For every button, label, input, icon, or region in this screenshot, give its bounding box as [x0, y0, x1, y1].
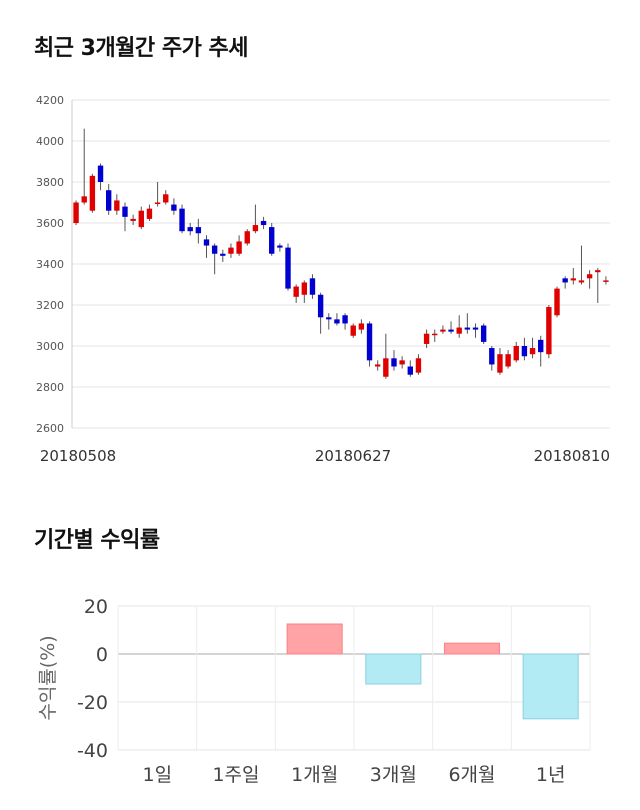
- price-y-tick-label: 3200: [36, 299, 64, 312]
- return-x-tick-label: 1년: [536, 764, 566, 786]
- candle-body: [538, 339, 544, 353]
- candle-body: [399, 360, 405, 365]
- candle-body: [374, 364, 381, 367]
- candle-body: [578, 280, 585, 283]
- return-x-tick-label: 1개월: [291, 764, 338, 786]
- candle-body: [383, 358, 389, 377]
- candle-body: [195, 227, 202, 234]
- candle-body: [293, 286, 299, 297]
- candle-body: [269, 227, 275, 254]
- return-y-tick-label: 20: [84, 596, 108, 618]
- price-y-tick-label: 3800: [36, 176, 64, 189]
- candle-body: [586, 274, 593, 279]
- price-y-tick-label: 2600: [36, 422, 64, 435]
- candle-body: [603, 280, 609, 282]
- candle-body: [73, 202, 79, 223]
- return-bar: [522, 653, 579, 720]
- candle-body: [220, 253, 226, 256]
- candle-body: [456, 327, 462, 334]
- candle-body: [277, 245, 283, 248]
- return-bar: [286, 623, 343, 655]
- candle-body: [472, 327, 479, 330]
- candle-body: [595, 270, 601, 273]
- return-y-tick-label: 0: [96, 644, 108, 666]
- return-x-tick-label: 1일: [143, 764, 173, 786]
- candle-body: [358, 323, 365, 330]
- candle-body: [562, 278, 568, 283]
- candle-body: [89, 175, 96, 211]
- candle-body: [521, 346, 528, 357]
- candle-body: [146, 208, 153, 219]
- candle-body: [497, 354, 503, 373]
- return-y-tick-label: -20: [77, 692, 108, 714]
- candle-body: [187, 227, 193, 232]
- candle-body: [244, 231, 250, 244]
- price-y-tick-label: 4000: [36, 135, 64, 148]
- candle-body: [105, 190, 112, 211]
- candle-body: [554, 288, 560, 316]
- return-bar: [443, 642, 501, 655]
- candle-body: [423, 333, 430, 344]
- candle-body: [203, 239, 210, 246]
- candle-body: [211, 245, 218, 254]
- candle-body: [97, 165, 104, 182]
- return-x-tick-label: 1주일: [212, 764, 259, 786]
- candle-body: [448, 329, 454, 332]
- candle-body: [366, 323, 373, 361]
- candle-body: [350, 325, 356, 336]
- price-x-tick-label: 20180810: [534, 447, 610, 465]
- return-y-axis-label: 수익률(%): [37, 635, 59, 720]
- candle-body: [342, 315, 348, 324]
- return-x-tick-label: 6개월: [448, 764, 495, 786]
- candle-body: [122, 206, 128, 217]
- return-chart-title: 기간별 수익률: [34, 528, 160, 553]
- candle-body: [130, 218, 136, 221]
- candle-body: [513, 346, 519, 361]
- candle-body: [391, 358, 397, 367]
- candle-body: [81, 196, 87, 203]
- candle-body: [546, 307, 552, 355]
- candle-body: [505, 354, 511, 367]
- price-y-tick-label: 3400: [36, 258, 64, 271]
- candle-body: [440, 329, 446, 332]
- candle-body: [529, 348, 536, 355]
- candle-body: [407, 366, 413, 375]
- candle-body: [252, 225, 259, 232]
- candle-body: [154, 202, 161, 204]
- candle-body: [326, 317, 332, 320]
- candle-body: [317, 294, 324, 318]
- candle-body: [432, 333, 438, 336]
- candle-body: [301, 282, 308, 295]
- candle-body: [570, 278, 577, 281]
- candle-body: [480, 325, 487, 342]
- candle-body: [260, 220, 267, 226]
- price-y-tick-label: 4200: [36, 94, 64, 107]
- return-x-tick-label: 3개월: [370, 764, 417, 786]
- price-y-tick-label: 3000: [36, 340, 64, 353]
- candle-body: [114, 200, 120, 211]
- price-x-tick-label: 20180627: [315, 447, 391, 465]
- candle-body: [334, 319, 340, 324]
- return-y-tick-label: -40: [77, 740, 108, 762]
- candle-body: [309, 278, 316, 295]
- price-x-tick-label: 20180508: [40, 447, 116, 465]
- price-chart-title: 최근 3개월간 주가 추세: [34, 36, 248, 61]
- candle-body: [228, 247, 234, 254]
- candle-body: [236, 241, 242, 254]
- candle-body: [179, 208, 185, 232]
- candle-body: [171, 204, 177, 211]
- candle-body: [138, 210, 144, 228]
- price-candlestick-chart: 2600 2800 3000 3200 3400 3600 3800 4000 4200 2018…: [36, 94, 610, 465]
- price-y-tick-label: 3600: [36, 217, 64, 230]
- candle-body: [415, 358, 422, 373]
- candle-body: [285, 247, 291, 289]
- candle-body: [163, 194, 169, 203]
- candle-body: [489, 348, 495, 365]
- candle-body: [464, 327, 471, 330]
- return-bar: [365, 653, 422, 685]
- price-y-tick-label: 2800: [36, 381, 64, 394]
